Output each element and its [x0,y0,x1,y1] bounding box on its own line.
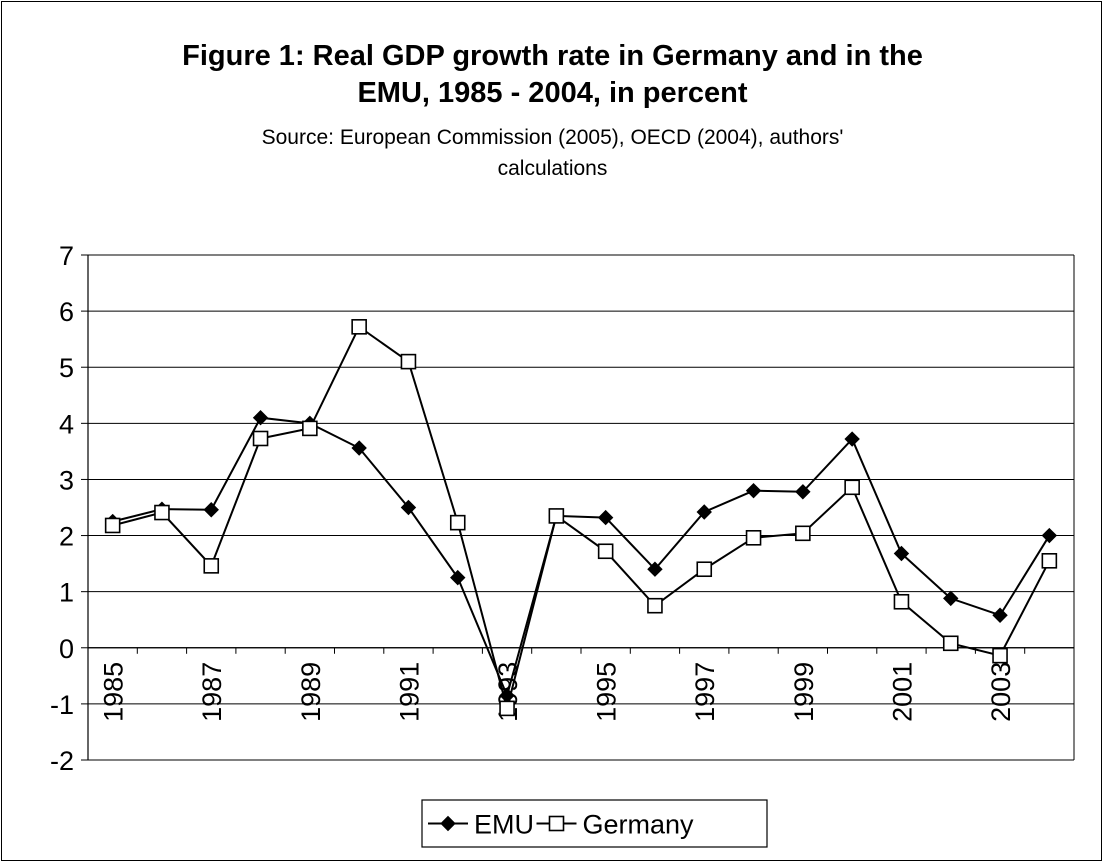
data-point [1041,553,1058,569]
data-point [992,647,1008,664]
data-point [154,504,170,521]
chart-subtitle-line-2: calculations [497,157,608,180]
y-tick-label: 3 [59,465,74,495]
data-point [844,479,860,496]
chart-title-line-1: Figure 1: Real GDP growth rate in German… [182,40,923,72]
chart-title-line-2: EMU, 1985 - 2004, in percent [357,77,748,109]
x-tick-label: 1987 [197,662,227,722]
x-tick-label: 1999 [789,662,819,722]
data-point [400,353,417,370]
series [104,319,1058,717]
data-point [499,700,515,717]
y-tick-label: -1 [50,690,74,720]
data-point [696,504,712,520]
data-point [745,529,762,546]
x-tick-label: 1991 [394,662,424,722]
data-point [893,593,910,610]
data-point [795,484,811,500]
x-tick-label: 1989 [296,662,326,722]
data-point [1041,527,1058,544]
data-point [548,508,565,524]
data-point [252,410,269,426]
gridlines [88,254,1074,705]
chart-title: Figure 1: Real GDP growth rate in German… [0,38,1105,112]
data-point [351,319,367,335]
data-point [351,440,367,456]
legend-label-emu: EMU [474,810,534,840]
series-line-germany [112,325,1051,713]
legend-label-germany: Germany [583,810,695,840]
data-point [844,431,860,447]
y-tick-label: 4 [59,409,74,439]
axes: -2-1012345671985198719891991199319951997… [50,241,1075,776]
x-tick-label: 2001 [887,662,917,722]
x-tick-label: 2003 [986,662,1016,722]
y-tick-label: 5 [59,353,74,383]
data-point [400,499,417,516]
y-tick-label: 7 [59,241,74,271]
y-tick-label: 2 [59,522,74,552]
series-line-emu [112,416,1051,699]
data-point [302,420,318,437]
y-tick-label: 1 [59,578,74,608]
y-tick-label: 6 [59,297,74,327]
legend-marker-germany [548,815,565,832]
data-point [252,430,269,447]
y-tick-label: 0 [59,634,74,664]
data-point [104,517,121,534]
series-germany [104,319,1058,717]
chart-subtitle-line-1: Source: European Commission (2005), OECD… [261,126,844,149]
legend-box [421,799,768,848]
data-point [992,607,1008,623]
y-tick-label: -2 [50,746,74,776]
data-point [597,509,614,526]
legend: EMU Germany [421,799,768,848]
data-point [450,569,466,586]
legend-marker-emu [440,815,456,832]
x-tick-label: 1985 [99,662,129,722]
data-point [647,561,663,577]
data-point [745,482,762,499]
data-point [795,525,811,542]
data-point [203,502,219,518]
data-point [696,561,713,578]
data-point [893,545,910,562]
data-point [597,543,614,560]
data-point [647,597,663,614]
chart-subtitle: Source: European Commission (2005), OECD… [0,122,1105,184]
data-point [203,558,220,574]
data-point [942,635,959,652]
data-point [943,590,959,607]
series-emu [104,410,1058,704]
data-point [449,514,466,531]
x-tick-label: 1997 [690,662,720,722]
x-tick-label: 1995 [592,662,622,722]
